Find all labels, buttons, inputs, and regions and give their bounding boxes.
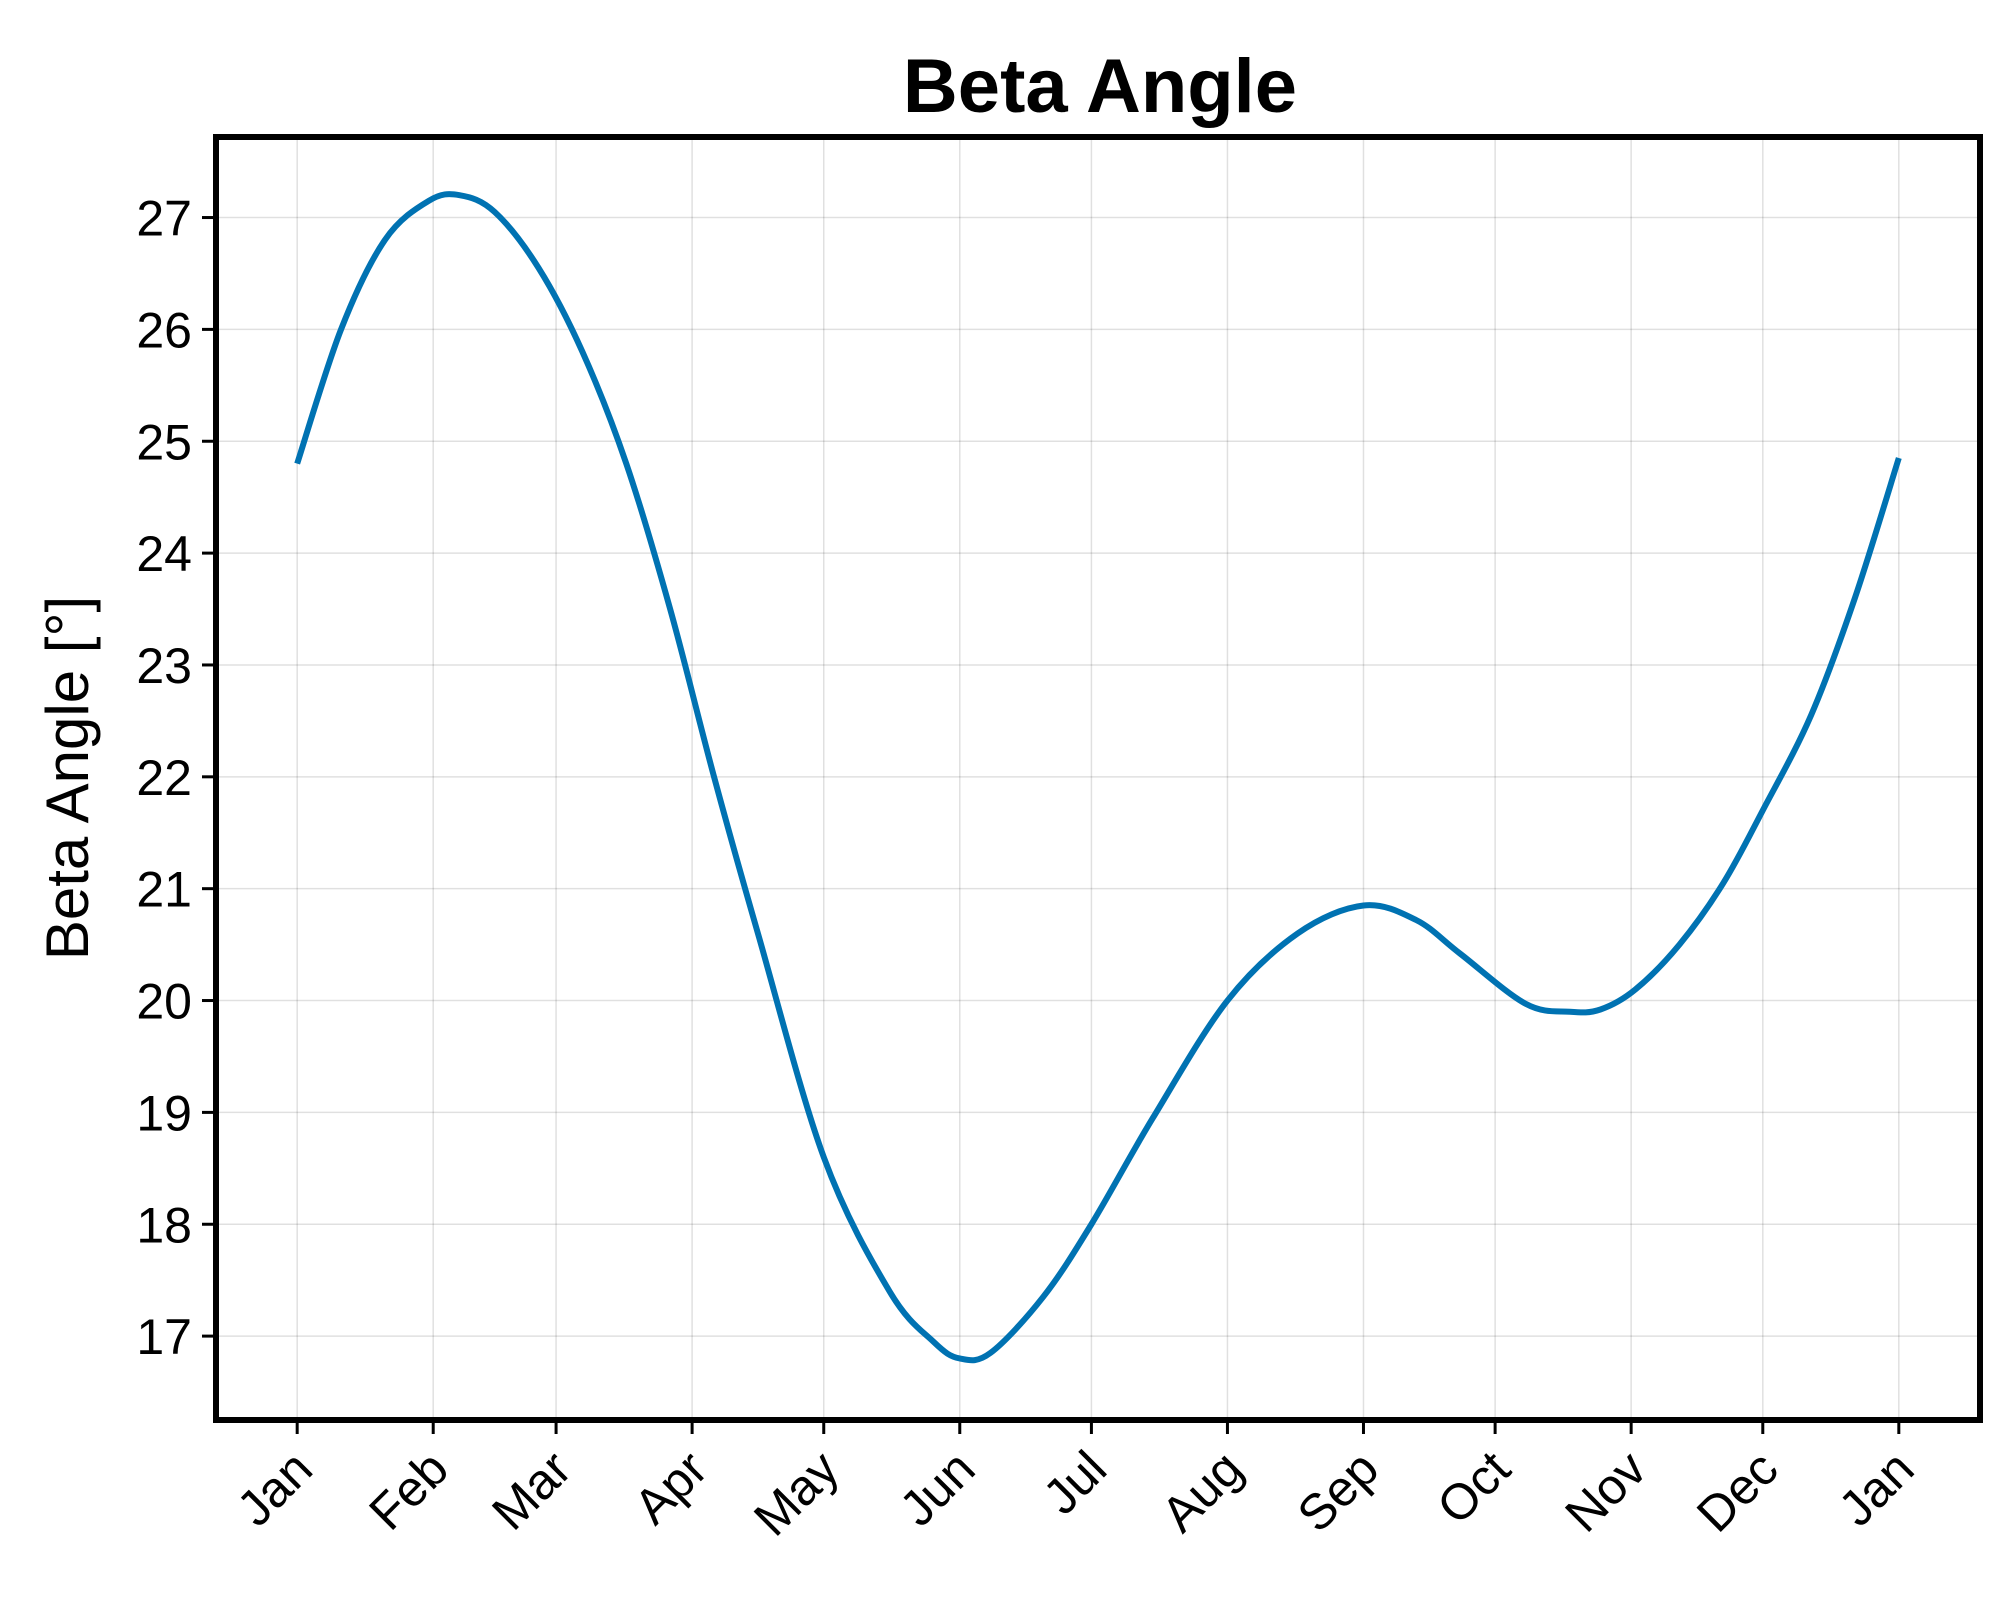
- y-axis-ticks: 17 18 19 20 21 22 23 24 25 26 27: [136, 191, 216, 1365]
- y-tick-label: 27: [136, 191, 192, 247]
- y-tick-label: 22: [136, 750, 192, 806]
- y-tick-label: 23: [136, 638, 192, 694]
- y-tick-label: 25: [136, 414, 192, 470]
- grid-lines: [216, 137, 1980, 1420]
- y-tick-label: 21: [136, 862, 192, 918]
- plot-frame: [213, 134, 1983, 1423]
- y-tick-label: 24: [136, 526, 192, 582]
- y-tick-label: 19: [136, 1085, 192, 1141]
- y-tick-label: 20: [136, 974, 192, 1030]
- chart-title: Beta Angle: [903, 44, 1297, 129]
- y-tick-label: 17: [136, 1309, 192, 1365]
- y-tick-label: 26: [136, 302, 192, 358]
- beta-angle-series-line: [294, 191, 1902, 1364]
- y-tick-label: 18: [136, 1197, 192, 1253]
- series-layer: [294, 191, 1902, 1364]
- y-axis-label: Beta Angle [°]: [34, 596, 101, 960]
